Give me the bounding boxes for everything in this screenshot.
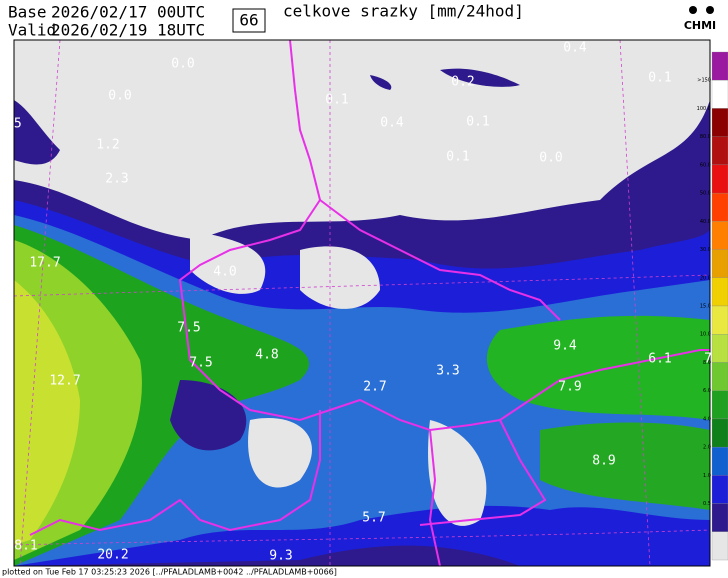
legend-swatch [711,334,728,363]
legend-swatch [711,503,728,532]
graticule [14,40,710,566]
forecast-hour: 66 [239,11,258,30]
map-value: 0.2 [451,75,474,90]
legend-swatch [711,390,728,420]
legend-swatch [711,192,728,222]
legend-swatch [711,51,728,81]
logo: CHMI [684,19,716,32]
precip-map [14,40,710,566]
legend-label: 50.0 [700,191,711,197]
legend-label: 15.0 [700,304,711,310]
map-value: 0.5 [0,117,22,132]
map-value: 7 [704,352,712,367]
map-value: 0.0 [539,151,562,166]
map-title: celkove srazky [mm/24hod] [283,2,524,21]
legend-label: 100.0 [697,106,711,112]
map-value: 17.7 [29,256,60,271]
legend-swatch [711,418,728,448]
legend-label: 0.5 [703,501,711,507]
legend-label: 60.0 [700,162,711,168]
legend-label: 1.0 [703,473,711,479]
legend-swatch [711,249,728,278]
map-value: 8.9 [592,454,615,469]
base-label: Base [8,3,47,22]
map-value: 4.8 [255,348,278,363]
legend-label: >150 [697,78,711,84]
legend-label: 10.0 [700,332,711,338]
map-labels: 0.0 0.0 0.4 0.2 0.1 0.1 0.4 0.1 0.1 0.0 0.5 1.2 2.3 1… [0,41,712,564]
valid-time: 2026/02/19 18UTC [51,21,205,40]
map-value: 7.9 [558,380,581,395]
map-value: 8.1 [14,539,37,554]
map-value: 6.1 [648,352,671,367]
map-value: 4.0 [213,265,236,280]
map-value: 0.1 [466,115,489,130]
base-time: 2026/02/17 00UTC [51,3,205,22]
legend-swatch [711,108,728,137]
map-value: 20.2 [97,548,128,563]
legend-swatch [711,446,728,476]
map-value: 0.1 [446,150,469,165]
map-value: 9.4 [553,339,577,354]
legend-label: 40.0 [700,219,711,225]
map-value: 9.3 [269,549,292,564]
map-value: 0.4 [380,116,404,131]
legend-swatch [711,305,728,335]
legend-swatch [711,277,728,307]
map-value: 2.7 [363,380,386,395]
legend-swatch [711,531,728,561]
legend-label: 4.0 [703,416,711,422]
map-value: 1.2 [96,138,119,153]
legend-label: 80.0 [700,134,711,140]
map-value: 0.0 [171,57,194,72]
map-value: 3.3 [436,364,459,379]
legend-swatch [711,475,728,504]
legend-swatch [711,136,728,166]
map-value: 0.4 [563,41,587,56]
legend-swatch [711,164,728,194]
map-value: 0.0 [108,89,131,104]
legend-swatch [711,80,728,109]
map-value: 0.1 [648,71,671,86]
legend-label: 30.0 [700,247,711,253]
map-value: 5.7 [362,511,385,526]
map-value: 12.7 [49,374,80,389]
valid-label: Valid [8,21,56,40]
legend-label: 8.0 [703,360,711,366]
legend: >150 100.0 80.0 60.0 50.0 40.0 30.0 20.0 15.0 10.… [697,51,728,561]
borders [29,40,710,566]
legend-label: 2.0 [703,445,711,451]
footer: plotted on Tue Feb 17 03:25:23 2026 [../… [2,568,337,577]
map-value: 7.5 [189,356,212,371]
map-value: 2.3 [105,172,128,187]
legend-swatch [711,221,728,250]
legend-label: 6.0 [703,388,711,394]
legend-label: 20.0 [700,275,711,281]
legend-swatch [711,362,728,391]
map-value: 7.5 [177,321,200,336]
map-value: 0.1 [325,93,348,108]
